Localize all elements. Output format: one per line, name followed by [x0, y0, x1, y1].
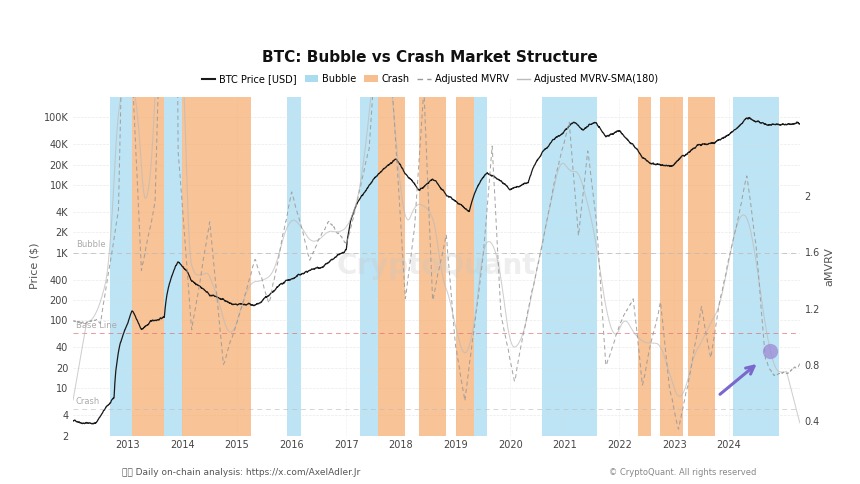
Text: © CryptoQuant. All rights reserved: © CryptoQuant. All rights reserved — [610, 468, 757, 477]
Bar — [132, 97, 164, 436]
Bar — [542, 97, 597, 436]
Text: Bubble: Bubble — [76, 240, 106, 249]
Bar — [456, 97, 474, 436]
Bar — [474, 97, 488, 436]
Bar — [237, 97, 250, 436]
Bar — [287, 97, 301, 436]
Y-axis label: aMVRV: aMVRV — [824, 247, 834, 286]
Bar — [688, 97, 716, 436]
Bar — [360, 97, 378, 436]
Bar — [182, 97, 237, 436]
Text: Crash: Crash — [76, 397, 100, 407]
Bar — [419, 97, 446, 436]
Text: 💎🤝 Daily on-chain analysis: https://x.com/AxelAdler.Jr: 💎🤝 Daily on-chain analysis: https://x.co… — [121, 468, 360, 477]
Text: Base Line: Base Line — [76, 321, 117, 330]
Bar — [110, 97, 132, 436]
Bar — [637, 97, 651, 436]
Bar — [660, 97, 684, 436]
Text: CryptoQuant: CryptoQuant — [337, 252, 536, 280]
Bar — [378, 97, 405, 436]
Bar — [733, 97, 779, 436]
Text: BTC: Bubble vs Crash Market Structure: BTC: Bubble vs Crash Market Structure — [262, 50, 598, 65]
Legend: BTC Price [USD], Bubble, Crash, Adjusted MVRV, Adjusted MVRV-SMA(180): BTC Price [USD], Bubble, Crash, Adjusted… — [198, 70, 662, 88]
Bar — [164, 97, 182, 436]
Y-axis label: Price ($): Price ($) — [29, 243, 40, 289]
